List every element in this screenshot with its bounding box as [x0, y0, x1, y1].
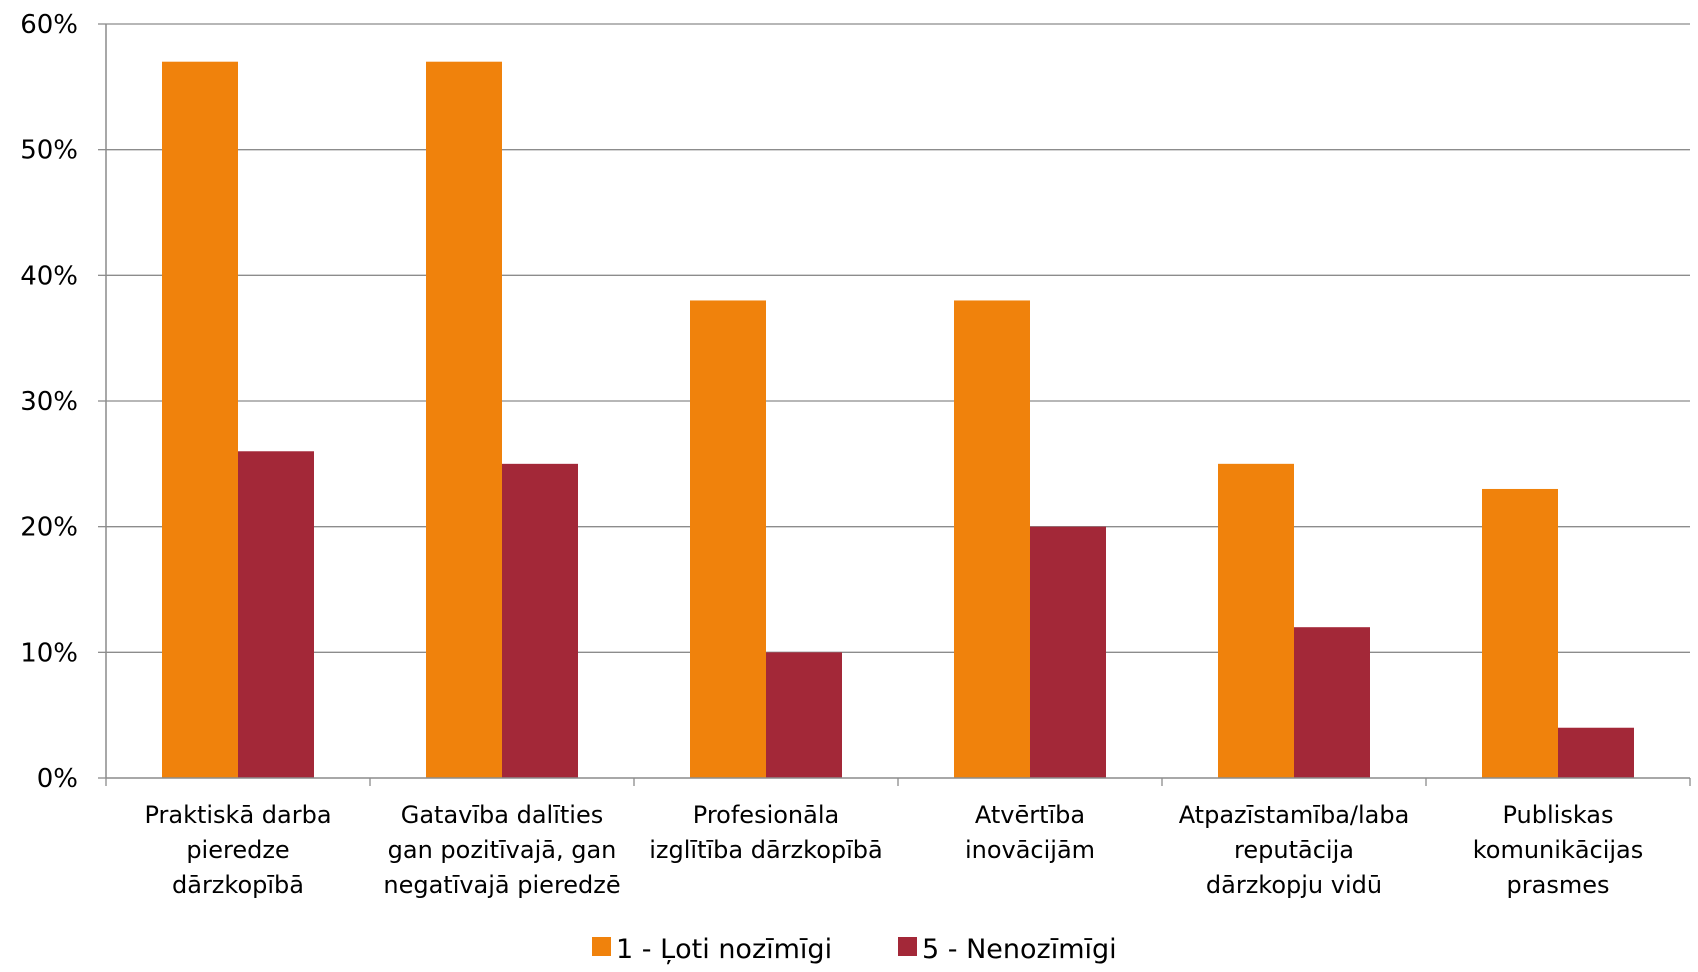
bar-nenozimigi — [1558, 727, 1634, 778]
bar-loti-nozimigi — [954, 300, 1030, 778]
y-tick-label: 50% — [20, 136, 78, 166]
x-category-label: Atpazīstamība/laba reputācija dārzkopju vi… — [1179, 801, 1410, 899]
x-category-label-line: Atpazīstamība/laba — [1179, 801, 1410, 829]
bar-nenozimigi — [1030, 526, 1106, 778]
x-category-label: Atvērtība inovācijām — [965, 801, 1095, 864]
y-tick-label: 0% — [37, 764, 78, 794]
y-axis-ticks: 0% 10% 20% 30% 40% 50% 60% — [20, 10, 106, 794]
y-tick-label: 40% — [20, 261, 78, 291]
legend-label: 1 - Ļoti nozīmīgi — [616, 934, 832, 965]
x-category-label-line: izglītība dārzkopībā — [649, 836, 882, 864]
x-category-label-line: komunikācijas — [1473, 836, 1644, 864]
x-category-label-line: Gatavība dalīties — [401, 801, 604, 829]
y-tick-label: 60% — [20, 10, 78, 40]
x-category-label-line: Publiskas — [1502, 801, 1613, 829]
bar-loti-nozimigi — [1218, 463, 1294, 778]
bar-nenozimigi — [238, 451, 314, 778]
x-category-label: Publiskas komunikācijas prasmes — [1473, 801, 1644, 899]
y-tick-label: 10% — [20, 638, 78, 668]
x-category-label-line: Atvērtība — [975, 801, 1085, 829]
x-category-label-line: dārzkopju vidū — [1206, 871, 1382, 899]
x-category-label: Profesionāla izglītība dārzkopībā — [649, 801, 882, 864]
y-tick-label: 30% — [20, 387, 78, 417]
x-category-label-line: Profesionāla — [693, 801, 839, 829]
x-category-label-line: dārzkopībā — [172, 871, 304, 899]
axes — [105, 24, 1691, 786]
x-category-label-line: reputācija — [1234, 836, 1354, 864]
x-category-label: Gatavība dalīties gan pozitīvajā, gan nega… — [383, 801, 620, 899]
x-category-label-line: gan pozitīvajā, gan — [388, 836, 617, 864]
bar-nenozimigi — [502, 463, 578, 778]
x-category-label-line: inovācijām — [965, 836, 1095, 864]
bar-loti-nozimigi — [1482, 488, 1558, 778]
legend: 1 - Ļoti nozīmīgi 5 - Nenozīmīgi — [592, 934, 1117, 965]
bar-loti-nozimigi — [426, 61, 502, 778]
x-axis-labels: Praktiskā darba pieredze dārzkopībā Gatavīb… — [144, 801, 1643, 899]
x-category-label-line: prasmes — [1507, 871, 1610, 899]
legend-label: 5 - Nenozīmīgi — [922, 934, 1117, 965]
bar-loti-nozimigi — [162, 61, 238, 778]
bars — [162, 61, 1634, 778]
grid-lines — [106, 23, 1690, 653]
y-tick-label: 20% — [20, 513, 78, 543]
x-category-label-line: Praktiskā darba — [144, 801, 331, 829]
x-category-label-line: negatīvajā pieredzē — [383, 871, 620, 899]
bar-nenozimigi — [766, 652, 842, 778]
x-category-label-line: pieredze — [186, 836, 289, 864]
bar-nenozimigi — [1294, 627, 1370, 778]
legend-swatch — [898, 937, 917, 956]
bar-loti-nozimigi — [690, 300, 766, 778]
x-category-label: Praktiskā darba pieredze dārzkopībā — [144, 801, 331, 899]
legend-swatch — [592, 937, 611, 956]
